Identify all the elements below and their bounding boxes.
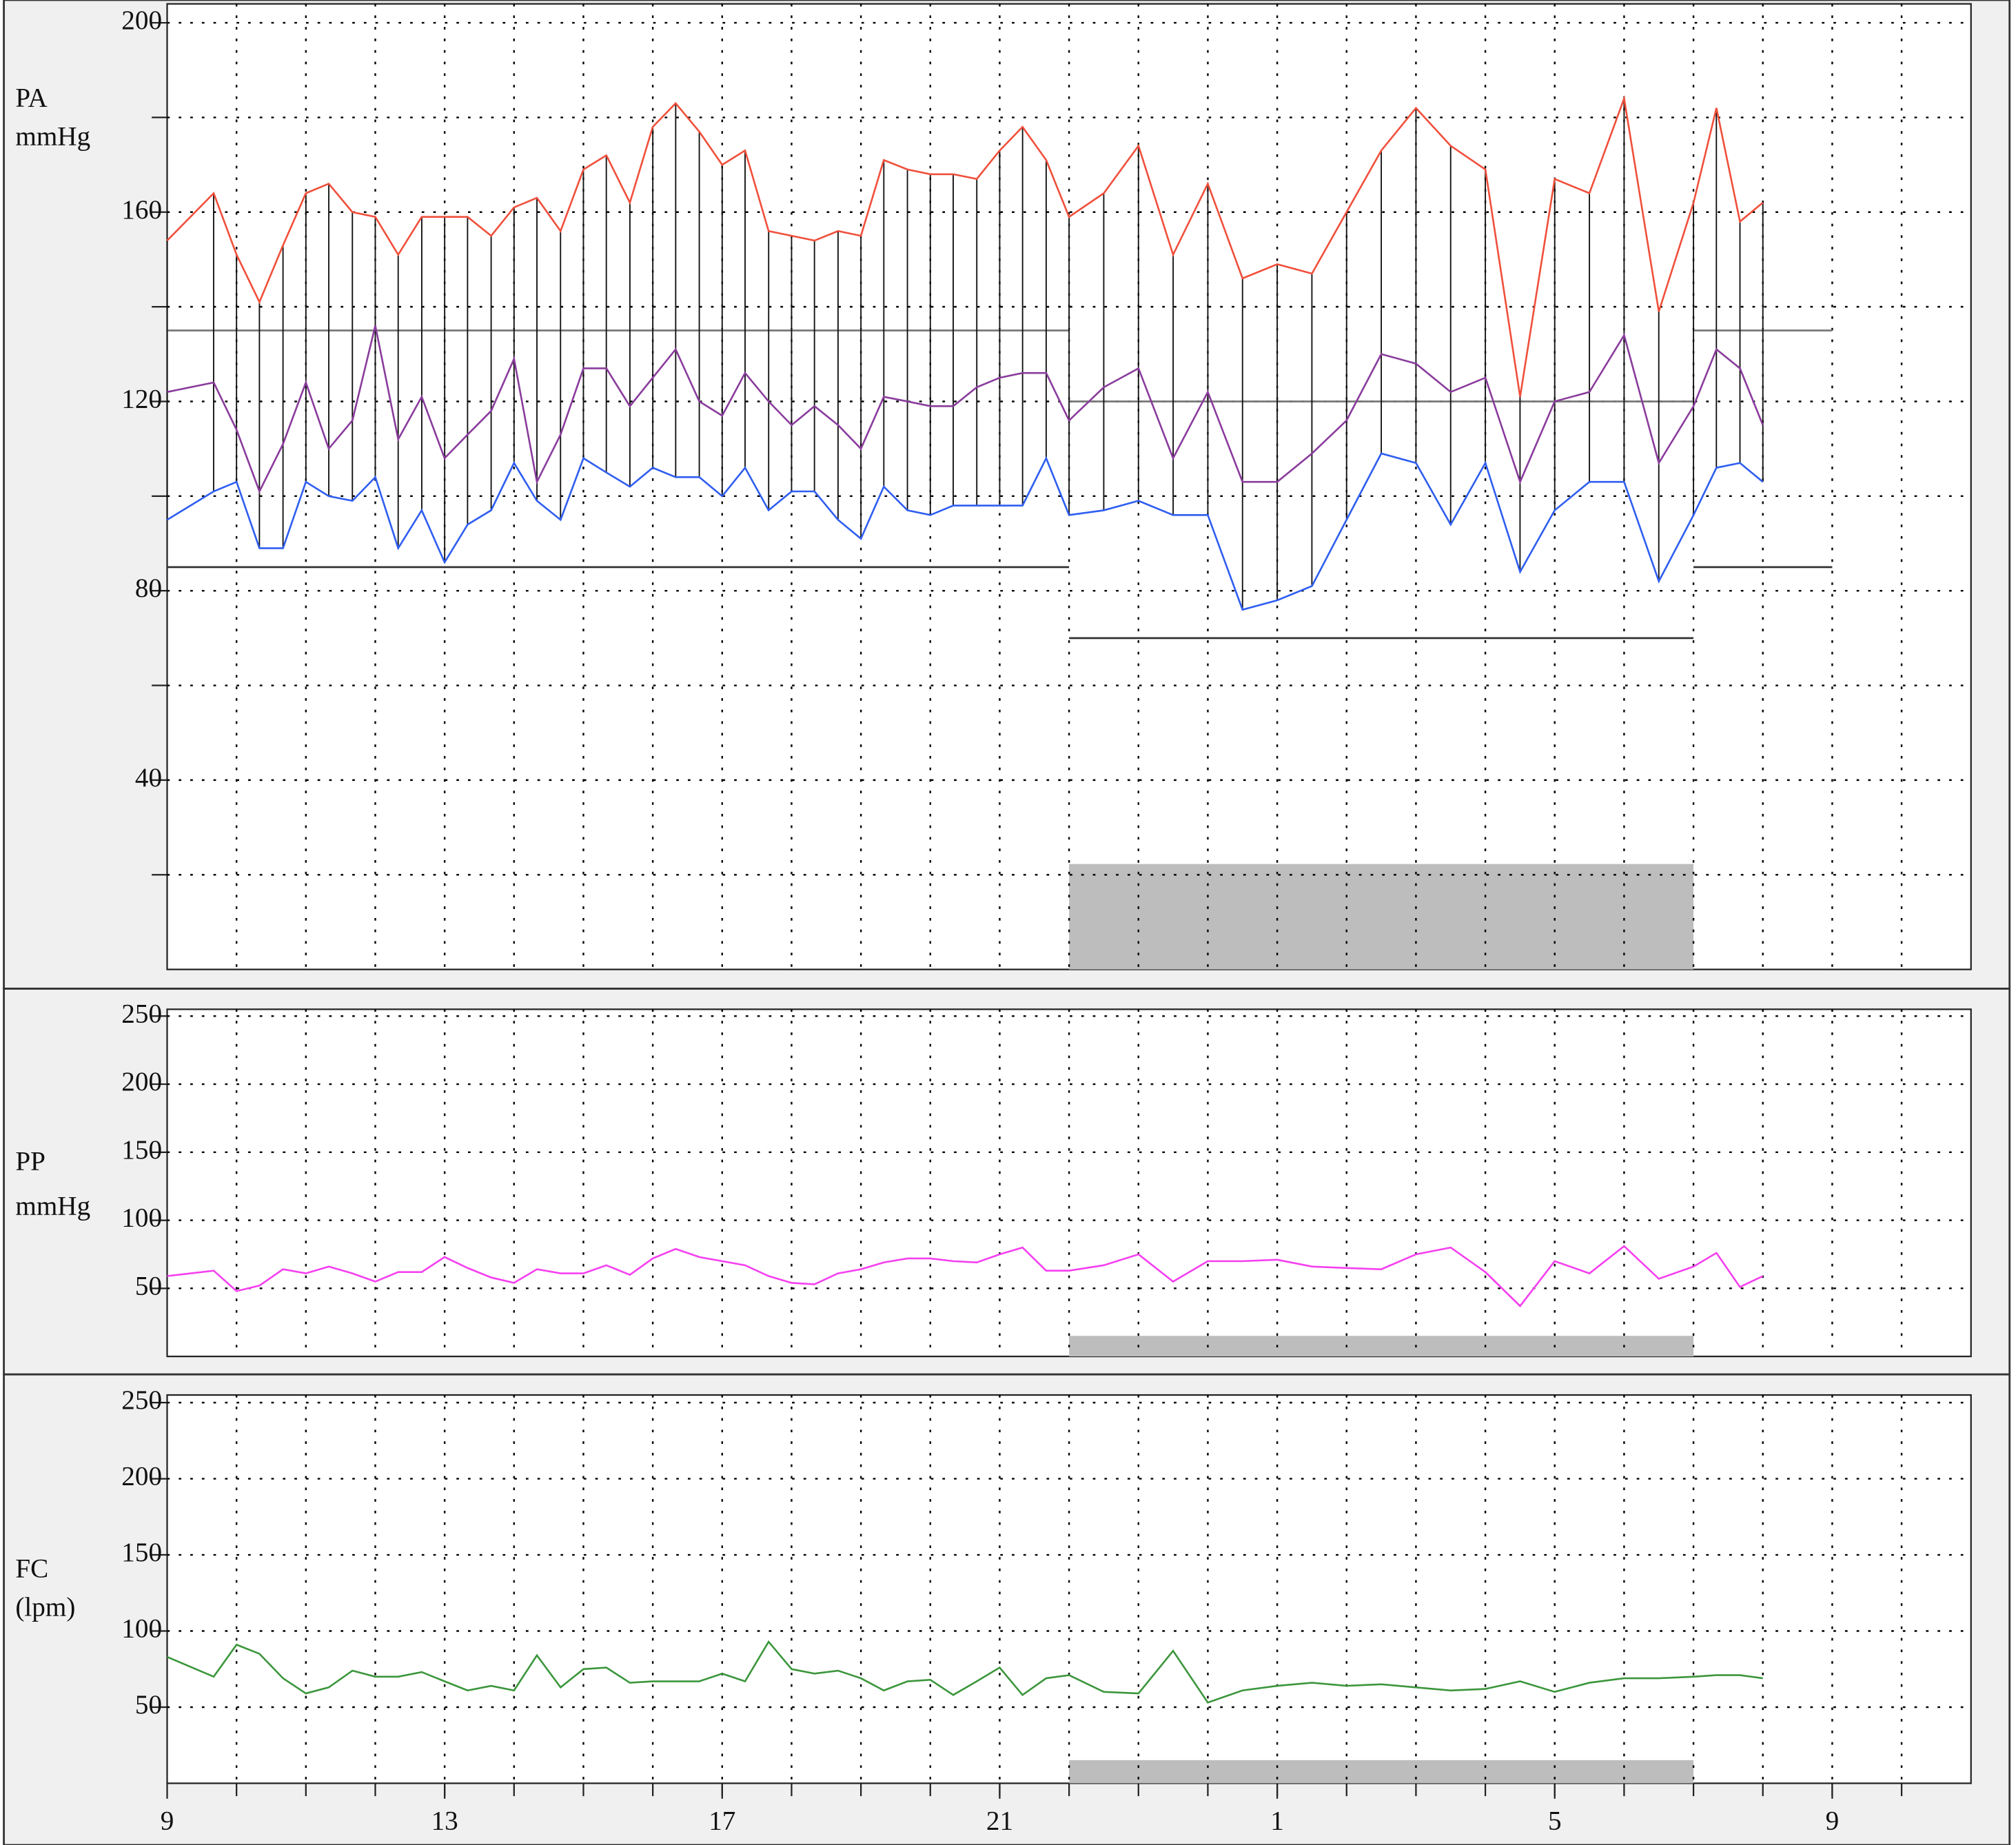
axis-title: mmHg xyxy=(15,1192,90,1221)
y-tick-label: 40 xyxy=(135,763,162,793)
x-tick-label: 13 xyxy=(431,1806,458,1835)
y-tick-label: 80 xyxy=(135,573,162,603)
x-tick-label: 1 xyxy=(1270,1806,1284,1835)
y-tick-label: 50 xyxy=(135,1271,162,1301)
y-tick-label: 120 xyxy=(121,384,162,414)
y-tick-label: 150 xyxy=(121,1538,162,1567)
data-line xyxy=(166,452,1764,611)
data-line xyxy=(166,1640,1763,1704)
x-tick-label: 21 xyxy=(986,1806,1013,1835)
y-tick-label: 200 xyxy=(121,1462,162,1491)
axis-title: PP xyxy=(15,1146,45,1176)
y-tick-label: 50 xyxy=(135,1690,162,1720)
axis-title: (lpm) xyxy=(15,1593,75,1622)
y-tick-label: 250 xyxy=(121,999,162,1028)
data-line xyxy=(167,325,1764,494)
data-line xyxy=(166,94,1764,397)
night-shade xyxy=(1069,864,1694,970)
x-tick-label: 9 xyxy=(1826,1806,1840,1835)
y-tick-label: 100 xyxy=(121,1614,162,1644)
y-tick-label: 100 xyxy=(121,1203,162,1233)
x-tick-label: 9 xyxy=(161,1806,174,1835)
night-shade xyxy=(1069,1336,1694,1357)
axis-title: mmHg xyxy=(15,121,90,151)
x-tick-label: 5 xyxy=(1548,1806,1562,1835)
y-tick-label: 150 xyxy=(121,1135,162,1165)
night-shade xyxy=(1069,1760,1694,1784)
y-tick-label: 250 xyxy=(121,1385,162,1415)
plot-area xyxy=(166,1394,1972,1784)
y-tick-label: 200 xyxy=(121,1067,162,1097)
axis-title: PA xyxy=(15,83,47,112)
axis-title: FC xyxy=(15,1554,48,1584)
data-line xyxy=(167,1245,1764,1307)
y-tick-label: 160 xyxy=(121,195,162,225)
x-tick-label: 17 xyxy=(709,1806,735,1835)
y-tick-label: 200 xyxy=(121,6,162,35)
